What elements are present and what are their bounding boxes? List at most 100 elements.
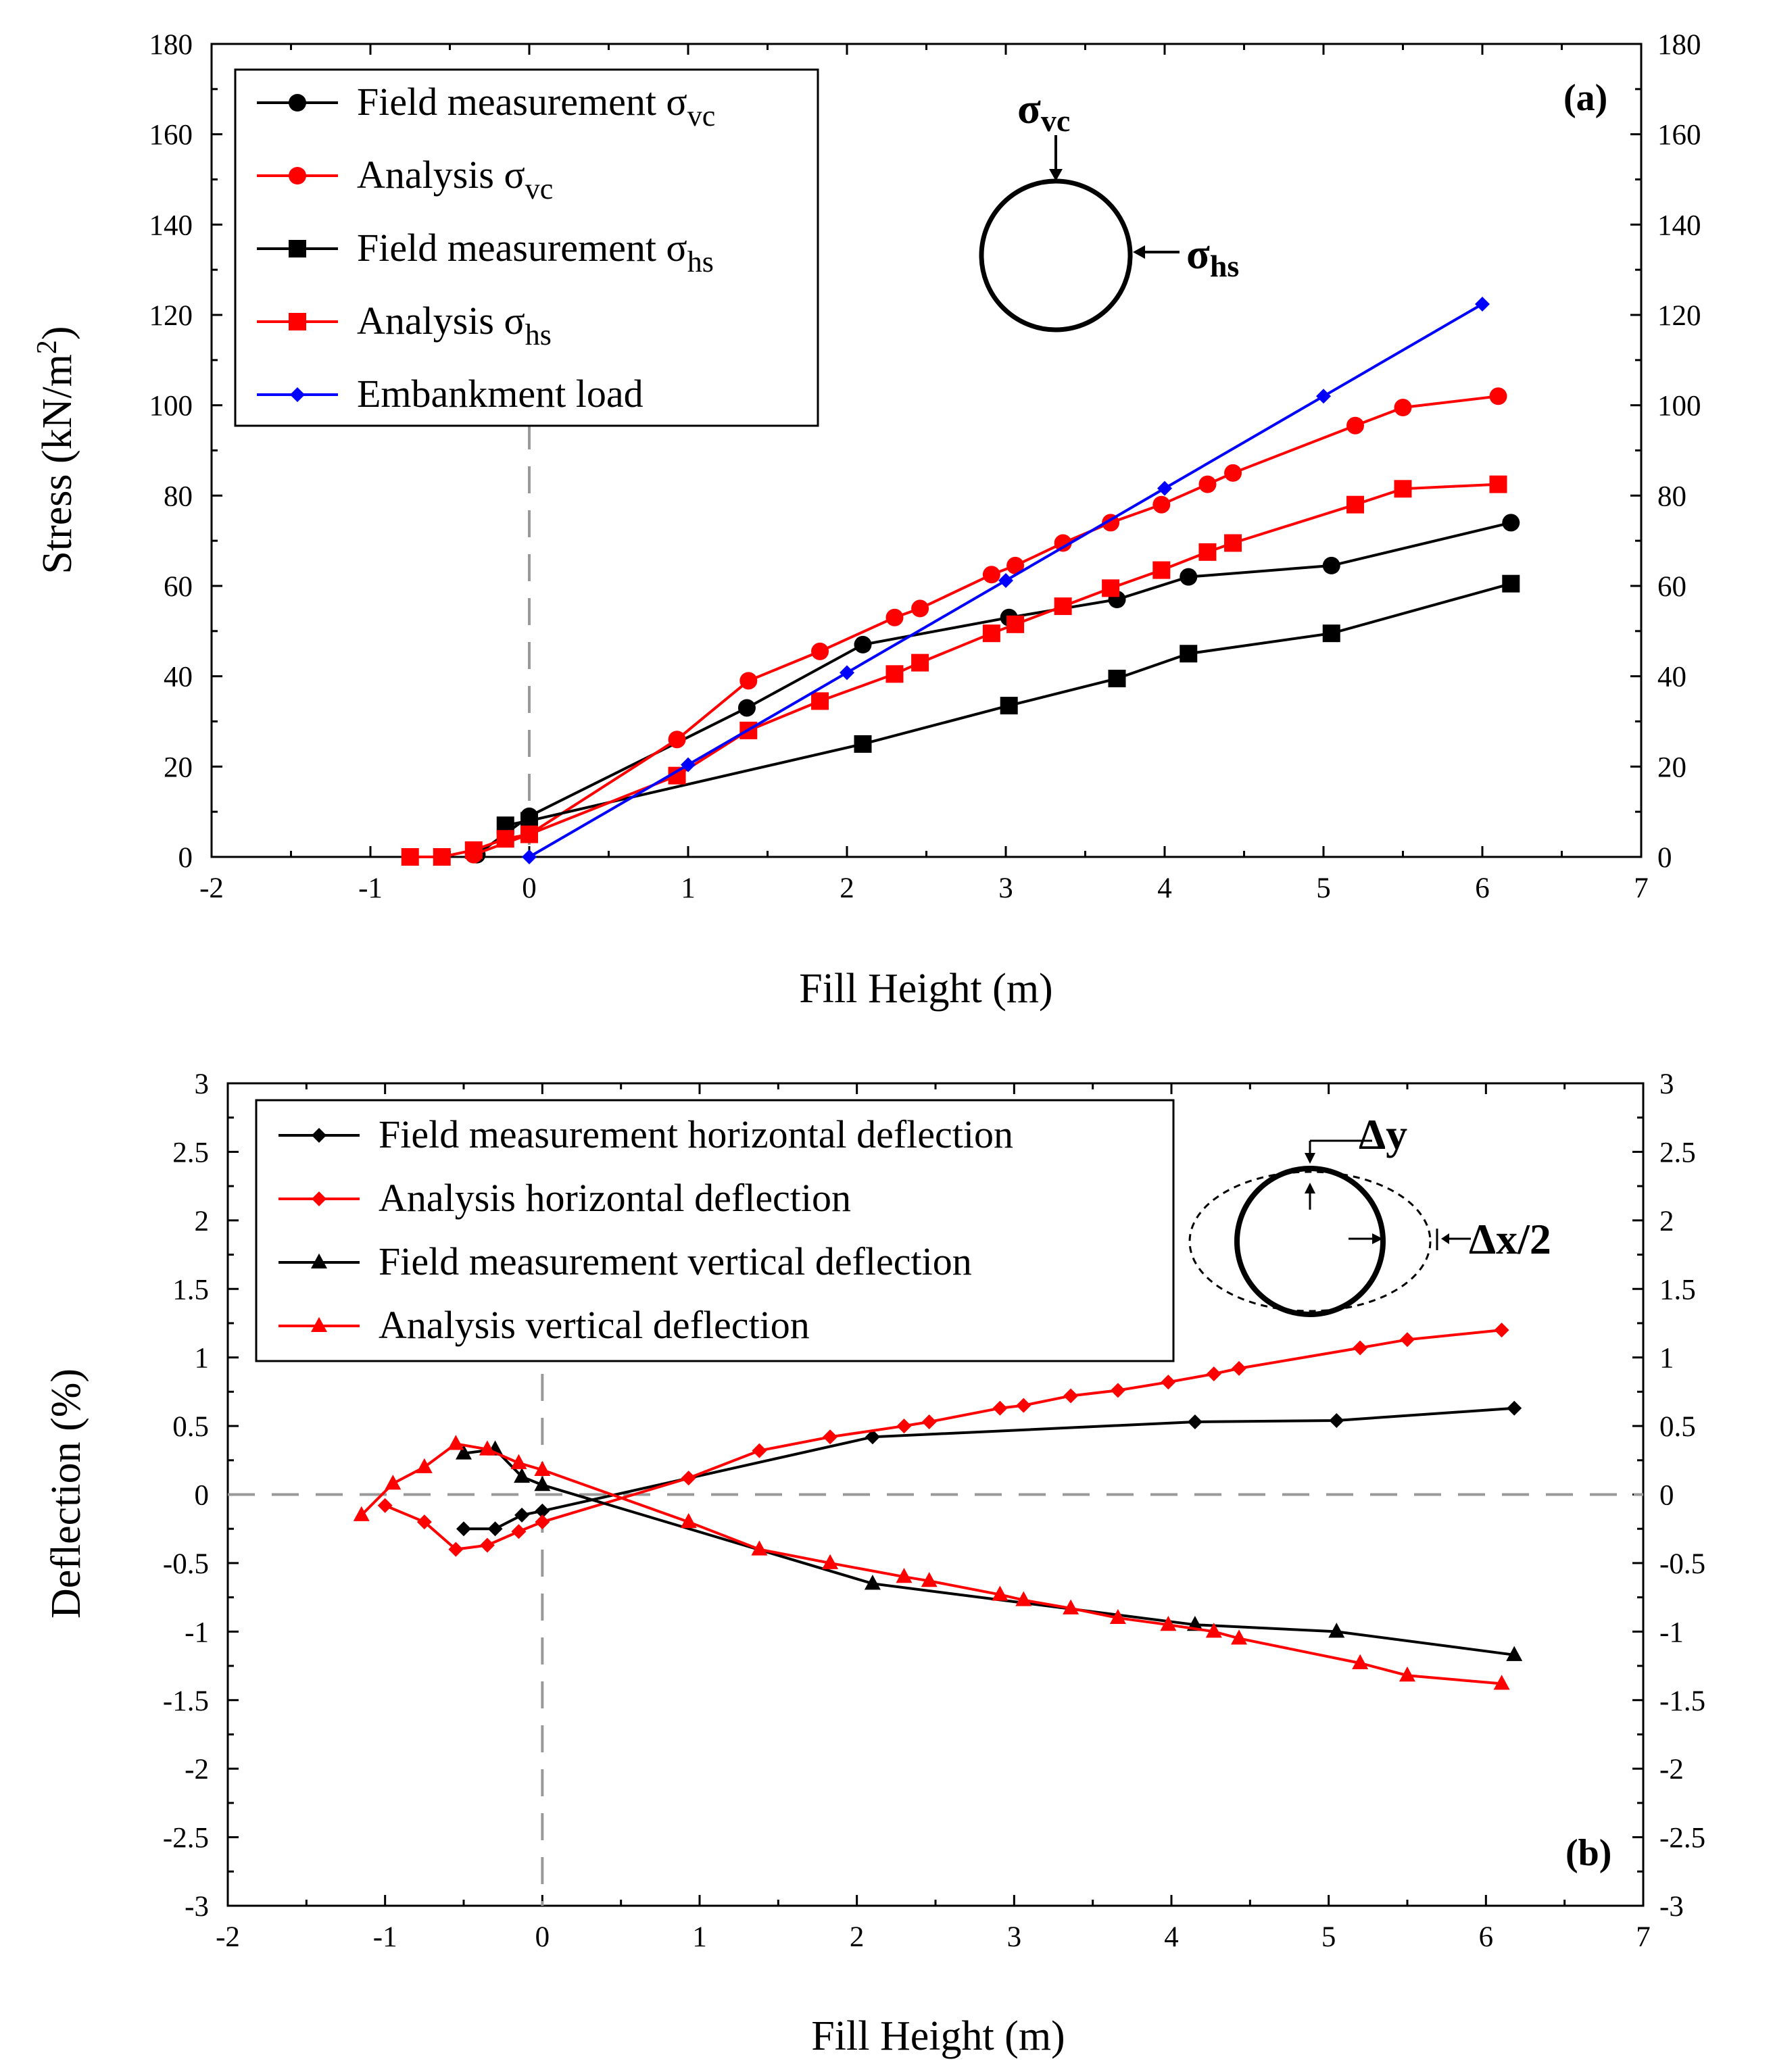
- deflection-x-axis-title: Fill Height (m): [811, 2013, 1065, 2059]
- y-tick-label-right: 1: [1659, 1343, 1674, 1375]
- analysis-vertical-deflection-point: [992, 1585, 1009, 1601]
- embankment-load-point: [681, 757, 696, 772]
- x-tick-label: -2: [216, 1921, 240, 1953]
- embankment-load-point: [1316, 389, 1331, 404]
- y-tick-label-right: 3: [1659, 1068, 1674, 1100]
- stress-legend: Field measurement σvc Analysis σvc Field m…: [234, 68, 819, 427]
- series-analysis-horizontal-deflection: [377, 1323, 1509, 1557]
- field-measurement-vc-point: [854, 635, 872, 653]
- y-tick-label-right: -0.5: [1659, 1548, 1705, 1580]
- analysis-horizontal-deflection-point: [448, 1541, 464, 1557]
- analysis-vc-point: [668, 731, 686, 749]
- analysis-horizontal-deflection-point: [823, 1429, 838, 1445]
- x-tick-label: 2: [840, 872, 854, 904]
- analysis-vertical-deflection-point: [510, 1454, 527, 1469]
- analysis-vc-point: [911, 599, 929, 618]
- field-measurement-vc-point: [737, 699, 756, 717]
- delta-y-label: Δy: [1359, 1110, 1407, 1158]
- legend-item-embankment-load: Embankment load: [257, 372, 643, 416]
- analysis-hs-point: [1394, 480, 1412, 498]
- legend-item-analysis-hs: Analysis σhs: [257, 299, 552, 351]
- y-tick-label-right: -1.5: [1659, 1685, 1705, 1717]
- sigma-hs-label: σhs: [1186, 230, 1239, 283]
- y-tick-label-left: 140: [149, 209, 193, 241]
- series-analysis-vertical-deflection: [353, 1435, 1510, 1690]
- y-tick-label-left: 3: [195, 1068, 210, 1100]
- x-tick-label: -1: [373, 1921, 397, 1953]
- legend-label: Analysis σhs: [357, 299, 552, 351]
- analysis-vertical-deflection-point: [1015, 1591, 1032, 1606]
- analysis-vc-point: [1198, 475, 1217, 493]
- legend-label: Field measurement σhs: [357, 226, 714, 278]
- field-measurement-hs-point: [1322, 624, 1340, 643]
- y-tick-label-right: 1.5: [1659, 1274, 1696, 1306]
- field-measurement-hs-point: [1502, 574, 1520, 593]
- y-tick-label-left: 120: [149, 300, 193, 332]
- stress-x-axis-title: Fill Height (m): [799, 966, 1052, 1012]
- analysis-vertical-deflection-point: [353, 1506, 370, 1521]
- analysis-hs-point: [433, 848, 451, 866]
- y-tick-label-right: 40: [1657, 662, 1686, 693]
- field-measurement-vertical-deflection-point: [1506, 1646, 1523, 1661]
- y-tick-label-right: 0: [1659, 1480, 1674, 1512]
- y-tick-label-left: 60: [164, 571, 193, 603]
- analysis-vertical-deflection-point: [1205, 1623, 1222, 1638]
- x-tick-label: -2: [199, 872, 224, 904]
- analysis-horizontal-deflection-point: [896, 1419, 912, 1434]
- series-field-measurement-vertical-deflection: [456, 1440, 1523, 1661]
- field-measurement-vertical-deflection-point: [1328, 1623, 1345, 1638]
- field-measurement-vertical-deflection-point: [514, 1467, 531, 1483]
- analysis-vc-point: [982, 566, 1000, 584]
- legend-swatch-marker: [312, 1128, 326, 1143]
- field-measurement-horizontal-deflection-point: [487, 1521, 503, 1537]
- analysis-vertical-deflection-point: [534, 1460, 551, 1476]
- analysis-vertical-deflection-point: [1063, 1599, 1079, 1614]
- analysis-horizontal-deflection-point: [681, 1471, 696, 1486]
- y-tick-label-left: 20: [164, 751, 193, 783]
- field-measurement-vc-point: [1322, 556, 1340, 574]
- analysis-vertical-deflection-point: [479, 1440, 495, 1456]
- series-embankment-load: [522, 296, 1490, 864]
- y-tick-label-left: 40: [164, 662, 193, 693]
- y-tick-label-right: 180: [1657, 29, 1701, 61]
- y-tick-label-left: 1: [195, 1343, 210, 1375]
- x-tick-label: 3: [998, 872, 1013, 904]
- y-tick-label-left: 100: [149, 391, 193, 422]
- field-measurement-vc-point: [1180, 568, 1198, 586]
- analysis-hs-point: [811, 692, 829, 710]
- legend-swatch-marker: [290, 387, 305, 402]
- y-tick-label-right: 0.5: [1659, 1411, 1696, 1443]
- x-tick-label: 7: [1634, 872, 1649, 904]
- x-tick-label: 3: [1007, 1921, 1022, 1953]
- deflection-chart-ticks: [226, 1082, 1645, 1907]
- pipe-circle: [979, 178, 1133, 332]
- legend-swatch-marker: [311, 1316, 327, 1332]
- legend-item-analysis-vertical-deflection: Analysis vertical deflection: [278, 1303, 810, 1347]
- field-measurement-hs-point: [854, 735, 872, 753]
- legend-swatch-marker: [289, 240, 306, 257]
- field-measurement-horizontal-deflection-point: [514, 1507, 530, 1523]
- legend-item-field-measurement-vc: Field measurement σvc: [257, 80, 715, 132]
- field-measurement-vc-point: [1502, 514, 1520, 532]
- deflection-legend-box: [255, 1099, 1175, 1362]
- y-tick-label-right: 160: [1657, 120, 1701, 151]
- field-measurement-horizontal-deflection-point: [456, 1521, 471, 1537]
- legend-swatch-marker: [289, 313, 306, 330]
- horizontal-stress-arrowhead: [1133, 245, 1145, 259]
- analysis-horizontal-deflection-point: [1016, 1398, 1031, 1413]
- analysis-horizontal-deflection-point: [416, 1514, 432, 1530]
- field-measurement-vertical-deflection-line: [463, 1448, 1515, 1656]
- analysis-horizontal-deflection-point: [752, 1443, 767, 1458]
- analysis-vertical-deflection-point: [1109, 1608, 1126, 1625]
- x-tick-label: 0: [535, 1921, 550, 1953]
- y-tick-label-left: -1.5: [163, 1685, 209, 1717]
- deflection-chart-series: [353, 1323, 1523, 1690]
- field-measurement-hs-point: [1180, 645, 1198, 663]
- legend-label: Analysis σvc: [357, 153, 553, 205]
- y-tick-label-right: 120: [1657, 300, 1701, 332]
- field-measurement-horizontal-deflection-point: [1187, 1414, 1203, 1429]
- series-analysis-hs: [401, 475, 1507, 866]
- analysis-vc-point: [739, 672, 758, 690]
- analysis-hs-point: [885, 665, 904, 683]
- analysis-hs-point: [1346, 495, 1364, 514]
